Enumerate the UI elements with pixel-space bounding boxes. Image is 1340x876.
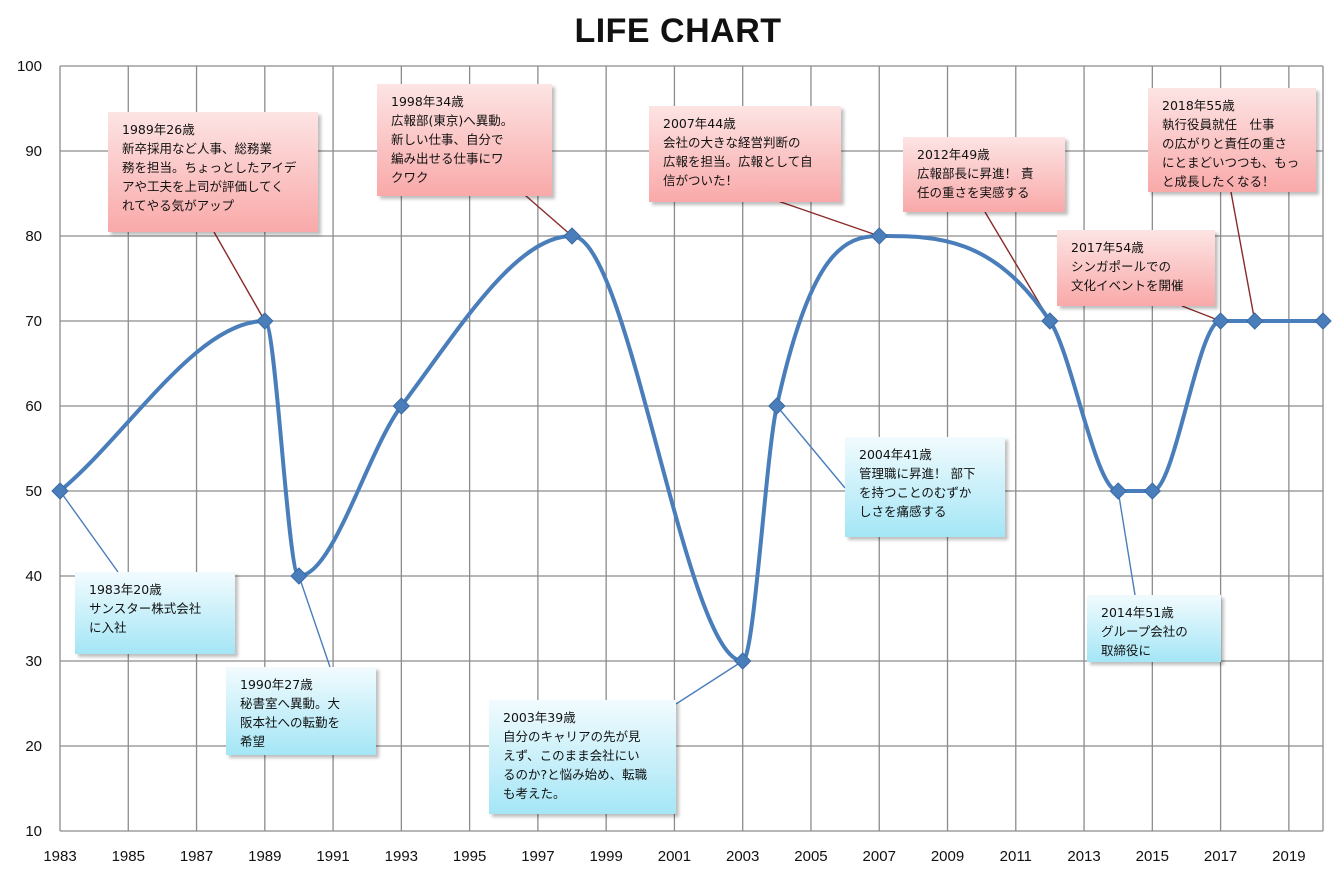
data-point-marker bbox=[563, 227, 581, 245]
x-tick-label: 1993 bbox=[385, 848, 418, 865]
annotation-box: 2003年39歳 自分のキャリアの先が見 えず、このまま会社にい るのか?と悩み… bbox=[489, 700, 676, 814]
y-tick-label: 20 bbox=[25, 738, 42, 755]
x-tick-label: 2017 bbox=[1204, 848, 1237, 865]
x-tick-label: 2013 bbox=[1067, 848, 1100, 865]
data-point-marker bbox=[1041, 312, 1059, 330]
y-tick-label: 100 bbox=[17, 58, 42, 75]
data-point-marker bbox=[768, 397, 786, 415]
x-tick-label: 1989 bbox=[248, 848, 281, 865]
data-point-marker bbox=[51, 482, 69, 500]
y-tick-label: 60 bbox=[25, 398, 42, 415]
x-tick-label: 2003 bbox=[726, 848, 759, 865]
annotation-box: 2018年55歳 執行役員就任 仕事 の広がりと責任の重さ にとまどいつつも、も… bbox=[1148, 88, 1316, 192]
annotation-leader-line bbox=[298, 575, 331, 668]
y-tick-label: 30 bbox=[25, 653, 42, 670]
data-point-marker bbox=[1143, 482, 1162, 500]
x-tick-label: 2015 bbox=[1136, 848, 1169, 865]
annotation-box: 1989年26歳 新卒採用など人事、総務業 務を担当。ちょっとしたアイデ アや工… bbox=[108, 112, 318, 232]
x-tick-label: 1983 bbox=[43, 848, 76, 865]
data-point-marker bbox=[870, 227, 888, 245]
x-tick-label: 1991 bbox=[316, 848, 349, 865]
y-tick-label: 50 bbox=[25, 483, 42, 500]
annotation-leader-line bbox=[59, 490, 119, 573]
data-point-marker bbox=[290, 567, 308, 585]
x-tick-label: 2001 bbox=[658, 848, 691, 865]
x-tick-label: 1985 bbox=[112, 848, 145, 865]
y-tick-label: 10 bbox=[25, 823, 42, 840]
x-tick-label: 1995 bbox=[453, 848, 486, 865]
x-tick-label: 1997 bbox=[521, 848, 554, 865]
x-tick-label: 2009 bbox=[931, 848, 964, 865]
x-tick-label: 1999 bbox=[589, 848, 622, 865]
y-tick-label: 40 bbox=[25, 568, 42, 585]
y-tick-label: 80 bbox=[25, 228, 42, 245]
annotation-box: 2017年54歳 シンガポールでの 文化イベントを開催 bbox=[1057, 230, 1215, 306]
annotation-leader-line bbox=[774, 199, 880, 237]
annotation-leader-line bbox=[675, 660, 744, 705]
y-tick-label: 70 bbox=[25, 313, 42, 330]
annotation-box: 1983年20歳 サンスター株式会社 に入社 bbox=[75, 572, 235, 654]
annotation-leader-line bbox=[1230, 191, 1256, 322]
annotation-box: 2012年49歳 広報部長に昇進！ 責 任の重さを実感する bbox=[903, 137, 1065, 212]
annotation-box: 1990年27歳 秘書室へ異動。大 阪本社への転勤を 希望 bbox=[226, 667, 376, 755]
y-tick-label: 90 bbox=[25, 143, 42, 160]
annotation-box: 2014年51歳 グループ会社の 取締役に bbox=[1087, 595, 1221, 662]
x-tick-label: 2007 bbox=[863, 848, 896, 865]
chart-title: LIFE CHART bbox=[574, 12, 782, 50]
annotation-leader-line bbox=[517, 188, 573, 237]
annotation-box: 1998年34歳 広報部(東京)へ異動。 新しい仕事、自分で 編み出せる仕事にワ… bbox=[377, 84, 552, 196]
data-point-marker bbox=[392, 397, 411, 415]
data-point-marker bbox=[1109, 482, 1127, 500]
data-point-marker bbox=[1211, 312, 1230, 330]
annotation-box: 2007年44歳 会社の大きな経営判断の 広報を担当。広報として自 信がついた！ bbox=[649, 106, 841, 202]
annotation-leader-line bbox=[1181, 305, 1221, 322]
x-tick-label: 2005 bbox=[794, 848, 827, 865]
annotation-leader-line bbox=[213, 231, 266, 322]
annotation-leader-line bbox=[776, 405, 846, 489]
data-point-marker bbox=[1246, 312, 1264, 330]
data-point-marker bbox=[1314, 312, 1332, 330]
data-point-marker bbox=[733, 652, 752, 670]
x-tick-label: 2019 bbox=[1272, 848, 1305, 865]
x-tick-label: 1987 bbox=[180, 848, 213, 865]
data-point-marker bbox=[256, 312, 274, 330]
annotation-leader-line bbox=[1117, 490, 1136, 596]
annotation-box: 2004年41歳 管理職に昇進！ 部下 を持つことのむずか しさを痛感する bbox=[845, 437, 1005, 537]
x-tick-label: 2011 bbox=[1000, 848, 1032, 865]
